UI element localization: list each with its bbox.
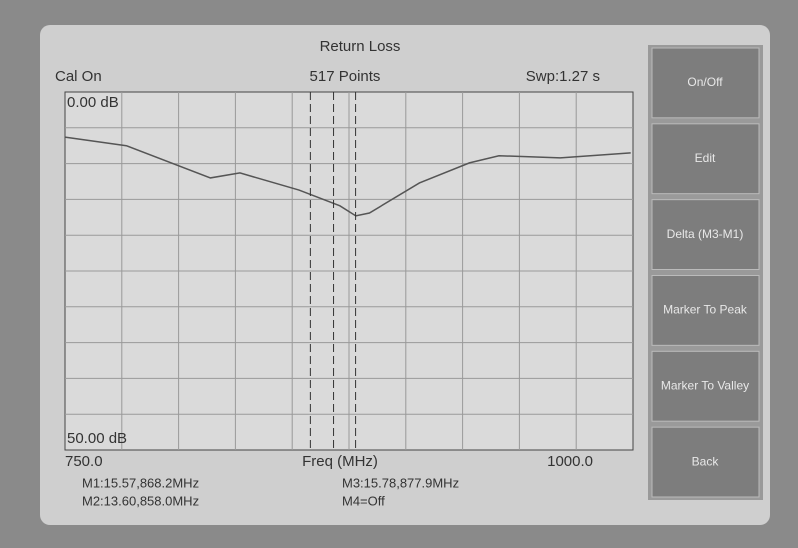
softkey-label[interactable]: Edit — [695, 151, 716, 165]
x-tick-label: 750.0 — [65, 453, 103, 470]
marker-readout: M2:13.60,858.0MHz — [82, 493, 199, 508]
points: 517 Points — [310, 68, 381, 85]
screen: Return Loss Cal On 517 Points Swp:1.27 s… — [0, 0, 798, 548]
cal-status: Cal On — [55, 68, 102, 85]
x-axis-label: Freq (MHz) — [302, 453, 378, 470]
y-tick-label: 0.00 dB — [67, 94, 119, 111]
marker-readout: M1:15.57,868.2MHz — [82, 475, 199, 490]
y-tick-label: 50.00 dB — [67, 430, 127, 447]
x-tick-label: 1000.0 — [547, 453, 593, 470]
softkey-label[interactable]: On/Off — [687, 75, 723, 89]
softkey-label[interactable]: Marker To Valley — [661, 378, 749, 392]
marker-readout: M3:15.78,877.9MHz — [342, 475, 459, 490]
sweep-time: Swp:1.27 s — [526, 68, 600, 85]
softkey-label[interactable]: Back — [692, 454, 720, 468]
softkey-label[interactable]: Delta (M3-M1) — [667, 227, 744, 241]
marker-readout: M4=Off — [342, 493, 385, 508]
softkey-label[interactable]: Marker To Peak — [663, 303, 748, 317]
chart-title: Return Loss — [320, 38, 401, 55]
